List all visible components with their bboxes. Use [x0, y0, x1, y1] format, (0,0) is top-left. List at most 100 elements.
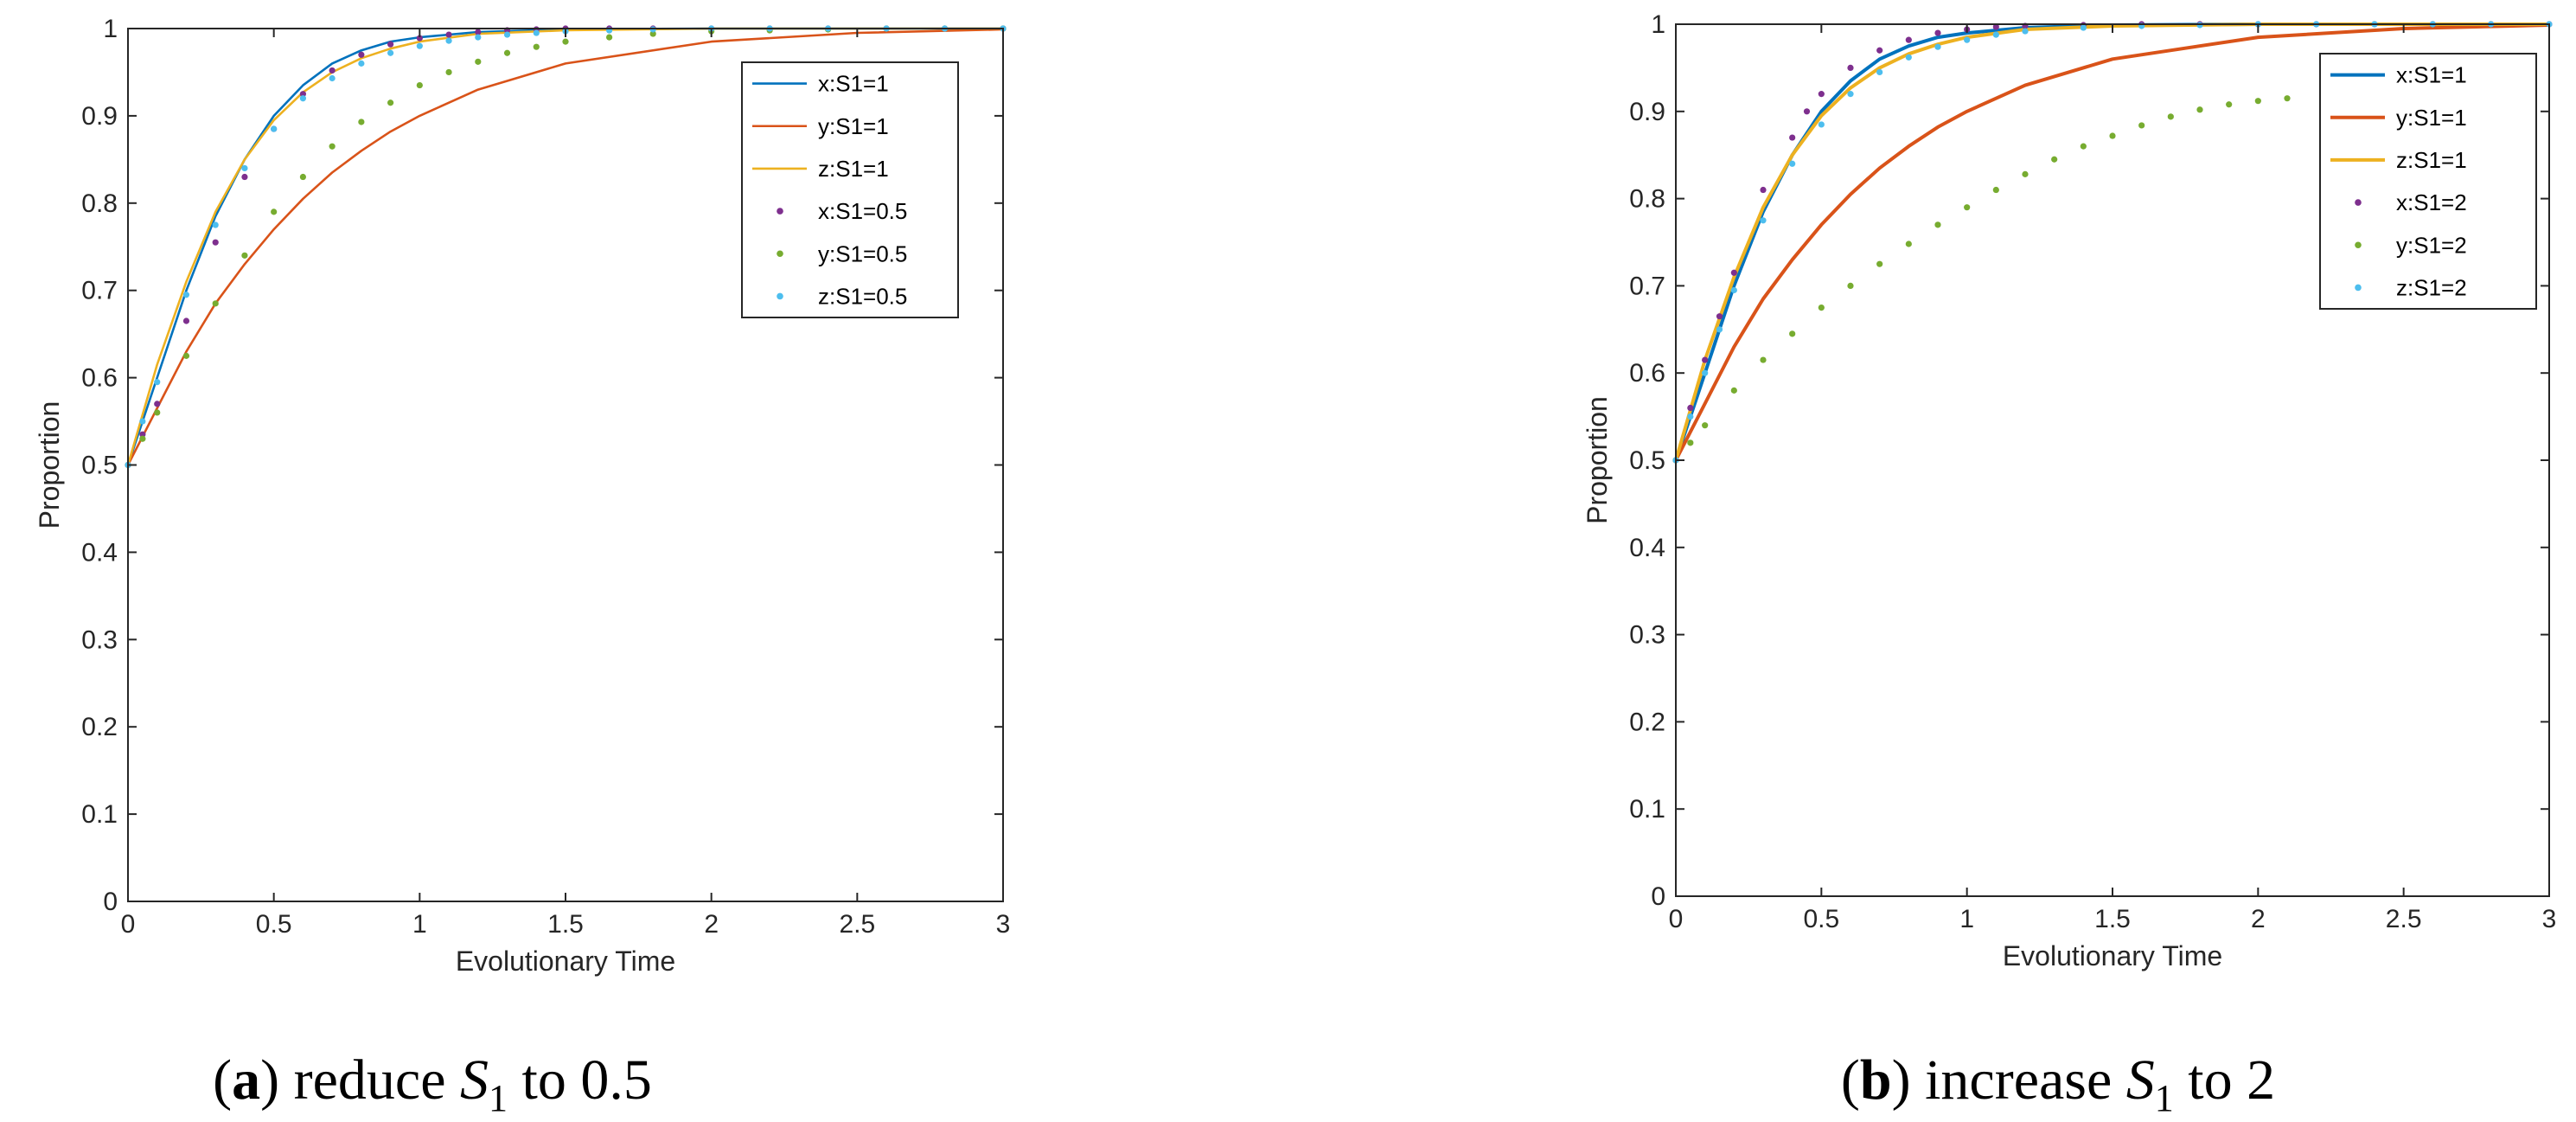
- y-axis-label: Proportion: [1582, 396, 1613, 524]
- y-axis-label: Proportion: [34, 401, 65, 529]
- y-tick-label: 0.7: [1629, 272, 1665, 300]
- series-4-point: [649, 30, 656, 37]
- series-3-point: [241, 173, 248, 181]
- legend-box: [2319, 53, 2537, 310]
- series-5-point: [1789, 160, 1796, 167]
- chart-panel-a: 0 0.5 1 1.5 2 2.5 3 0 0.1 0.2 0.3 0.4 0.5 0.6 0.7 0.8 0.…: [34, 15, 1010, 977]
- series-4-point: [2080, 143, 2087, 150]
- series-4-point: [139, 435, 146, 442]
- legend-entry-label: z:S1=1: [2396, 147, 2467, 173]
- x-tick-label: 0.5: [1803, 905, 1839, 933]
- series-3-point: [1847, 64, 1854, 71]
- x-tick-label: 1: [1959, 905, 1974, 933]
- series-3-point: [1760, 186, 1767, 194]
- series-4-point: [154, 409, 161, 416]
- y-tick-label: 0.3: [1629, 621, 1665, 650]
- series-5-point: [1716, 326, 1723, 333]
- legend-dot-swatch: [2355, 241, 2362, 249]
- legend-dot-swatch: [2355, 284, 2362, 292]
- y-tick-label: 0.6: [1629, 359, 1665, 388]
- y-tick-label: 0.2: [1629, 708, 1665, 736]
- series-4-point: [358, 119, 365, 125]
- series-5-point: [387, 49, 394, 56]
- x-tick-label: 1: [412, 910, 427, 939]
- series-4-point: [2138, 122, 2145, 129]
- series-4-point: [533, 43, 540, 50]
- series-4-point: [1730, 387, 1737, 394]
- legend-dot-swatch: [777, 250, 783, 258]
- series-3-point: [139, 431, 146, 438]
- series-3-point: [1789, 134, 1796, 141]
- series-3-point: [1803, 108, 1811, 115]
- chart-panel-b: 0 0.5 1 1.5 2 2.5 3 0 0.1 0.2 0.3 0.4 0.5 0.6 0.7 0.8 0.…: [1582, 10, 2556, 971]
- series-4-point: [562, 38, 569, 45]
- y-tick-label: 1: [103, 15, 118, 43]
- x-axis-label: Evolutionary Time: [456, 946, 675, 977]
- x-tick-label: 2.5: [2386, 905, 2422, 933]
- series-4-point: [2254, 98, 2261, 105]
- series-5-point: [649, 26, 656, 33]
- series-5-point: [1847, 91, 1854, 98]
- legend-dot-swatch: [777, 208, 783, 215]
- y-tick-label: 0.1: [1629, 795, 1665, 824]
- series-5-point: [1818, 121, 1825, 128]
- series-5-point: [299, 95, 306, 102]
- x-tick-label: 0: [121, 910, 136, 939]
- x-tick-label: 2: [2251, 905, 2266, 933]
- legend-entry-label: x:S1=1: [2396, 62, 2467, 88]
- series-4-point: [2051, 156, 2058, 163]
- series-5-point: [1934, 43, 1941, 50]
- y-tick-label: 0.4: [81, 538, 118, 567]
- series-5-point: [139, 418, 146, 425]
- series-4-point: [1760, 356, 1767, 363]
- legend-entry-label: z:S1=1: [818, 156, 889, 182]
- y-tick-label: 0.4: [1629, 534, 1665, 562]
- x-tick-label: 0: [1669, 905, 1684, 933]
- series-3-point: [1876, 47, 1883, 54]
- series-5-point: [1687, 414, 1694, 420]
- series-4-point: [1847, 282, 1854, 289]
- y-tick-label: 0.7: [81, 277, 118, 305]
- x-tick-label: 0.5: [256, 910, 292, 939]
- series-4-point: [1934, 221, 1941, 228]
- series-3-point: [182, 317, 190, 324]
- series-line-1: [126, 28, 1004, 466]
- legend-box: [741, 61, 959, 318]
- y-tick-label: 0: [1651, 882, 1665, 911]
- series-3-point: [416, 35, 423, 42]
- x-tick-label: 2: [704, 910, 719, 939]
- series-3-point: [1905, 36, 1912, 43]
- series-4-point: [2284, 95, 2291, 102]
- series-line-1: [1674, 23, 2550, 461]
- y-tick-label: 0.5: [81, 452, 118, 480]
- series-4-point: [416, 81, 423, 89]
- series-5-point: [1730, 286, 1737, 294]
- series-5-point: [271, 125, 278, 132]
- series-5-point: [2080, 24, 2087, 31]
- y-tick-label: 0.5: [1629, 446, 1665, 475]
- series-5-point: [329, 74, 336, 82]
- legend-dot-swatch: [2355, 199, 2362, 206]
- series-4-point: [503, 49, 511, 56]
- series-4-point: [1818, 305, 1825, 311]
- legend-entry-label: x:S1=0.5: [818, 198, 907, 224]
- legend-entry-label: y:S1=0.5: [818, 240, 907, 266]
- y-tick-label: 0.3: [81, 625, 118, 654]
- series-4-point: [1687, 439, 1694, 446]
- series-5-point: [416, 42, 423, 49]
- series-3-point: [1687, 404, 1694, 412]
- series-4-point: [182, 352, 190, 359]
- series-4-point: [2226, 101, 2233, 108]
- legend-entry-label: x:S1=2: [2396, 189, 2467, 215]
- series-5-point: [1905, 54, 1912, 61]
- series-4-point: [2196, 106, 2203, 113]
- y-tick-label: 1: [1651, 10, 1665, 39]
- series-4-point: [1905, 240, 1912, 247]
- series-5-point: [358, 60, 365, 67]
- x-tick-label: 3: [996, 910, 1011, 939]
- series-4-point: [2109, 132, 2116, 139]
- caption-b: (b) increase S1 to 2: [1841, 1048, 2275, 1119]
- x-tick-label: 1.5: [2094, 905, 2131, 933]
- series-4-point: [299, 173, 306, 181]
